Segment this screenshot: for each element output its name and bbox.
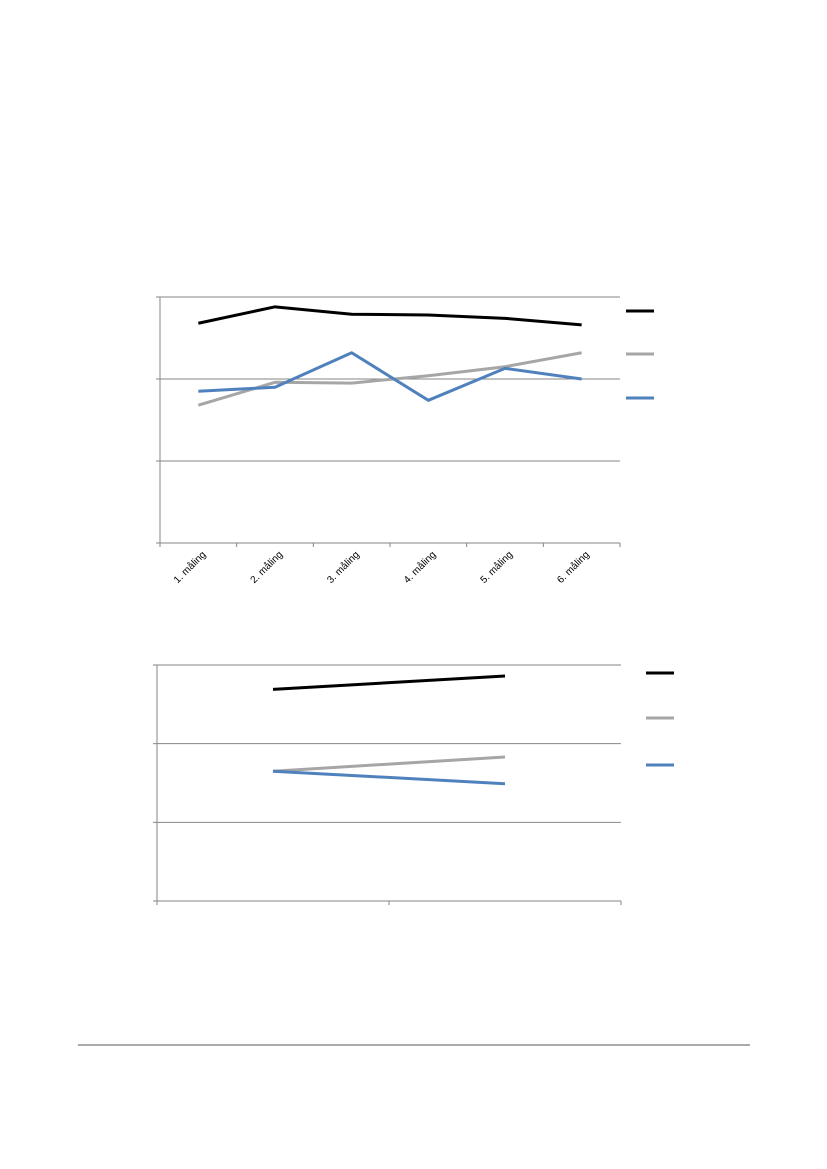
series-line	[272, 769, 506, 786]
x-tick-label: 1. måling	[171, 549, 208, 586]
series-line	[272, 674, 506, 691]
x-tick-label: 3. måling	[325, 549, 362, 586]
x-tick-label: 4. måling	[401, 549, 438, 586]
series-line	[198, 305, 582, 327]
series-line	[197, 351, 582, 407]
series-line	[198, 351, 582, 402]
x-tick-label: 5. måling	[478, 549, 515, 586]
x-tick-label: 6. måling	[555, 549, 592, 586]
series-line	[272, 755, 506, 773]
x-tick-label: 2. måling	[248, 549, 285, 586]
